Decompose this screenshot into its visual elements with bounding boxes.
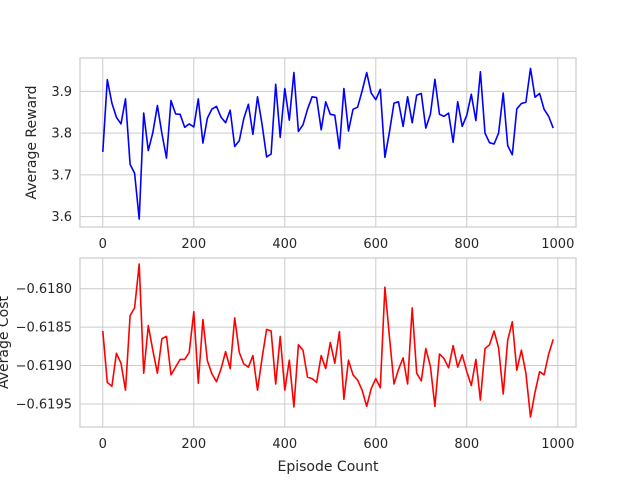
cost-ytick-label-2: −0.6190 <box>16 359 72 374</box>
reward-xtick-label-4: 800 <box>454 237 479 252</box>
cost-y-axis-title: Average Cost <box>0 295 12 389</box>
cost-ytick-label-1: −0.6185 <box>16 321 72 336</box>
cost-series-line-0 <box>102 263 554 418</box>
cost-xtick-label-3: 600 <box>363 437 388 452</box>
reward-xtick-label-0: 0 <box>99 237 107 252</box>
cost-xtick-label-0: 0 <box>99 437 107 452</box>
reward-series-line-0 <box>102 67 554 220</box>
reward-xtick-label-5: 1000 <box>541 237 574 252</box>
reward-xtick-label-3: 600 <box>363 237 388 252</box>
cost-xtick-label-1: 200 <box>181 437 206 452</box>
reward-ytick-label-0: 3.6 <box>51 210 72 225</box>
cost-plot-frame <box>79 257 577 428</box>
cost-xtick-label-2: 400 <box>272 437 297 452</box>
reward-xtick-label-2: 400 <box>272 237 297 252</box>
reward-xtick-label-1: 200 <box>181 237 206 252</box>
reward-ytick-label-1: 3.7 <box>51 168 72 183</box>
reward-ytick-label-3: 3.9 <box>51 85 72 100</box>
reward-panel: 0 200 400 600 800 1000 3.6 3.7 3.8 3.9 Average Rew… <box>24 57 577 252</box>
cost-x-axis-title: Episode Count <box>277 459 379 475</box>
cost-ytick-label-0: −0.6180 <box>16 282 72 297</box>
cost-panel: 0 200 400 600 800 1000 −0.6180 −0.6185 −0.6190 −0… <box>0 257 577 475</box>
cost-ytick-label-3: −0.6195 <box>16 397 72 412</box>
reward-ytick-label-2: 3.8 <box>51 127 72 142</box>
cost-xtick-label-5: 1000 <box>541 437 574 452</box>
reward-plot-frame <box>79 57 577 228</box>
cost-xtick-label-4: 800 <box>454 437 479 452</box>
reward-y-axis-title: Average Reward <box>24 85 40 199</box>
